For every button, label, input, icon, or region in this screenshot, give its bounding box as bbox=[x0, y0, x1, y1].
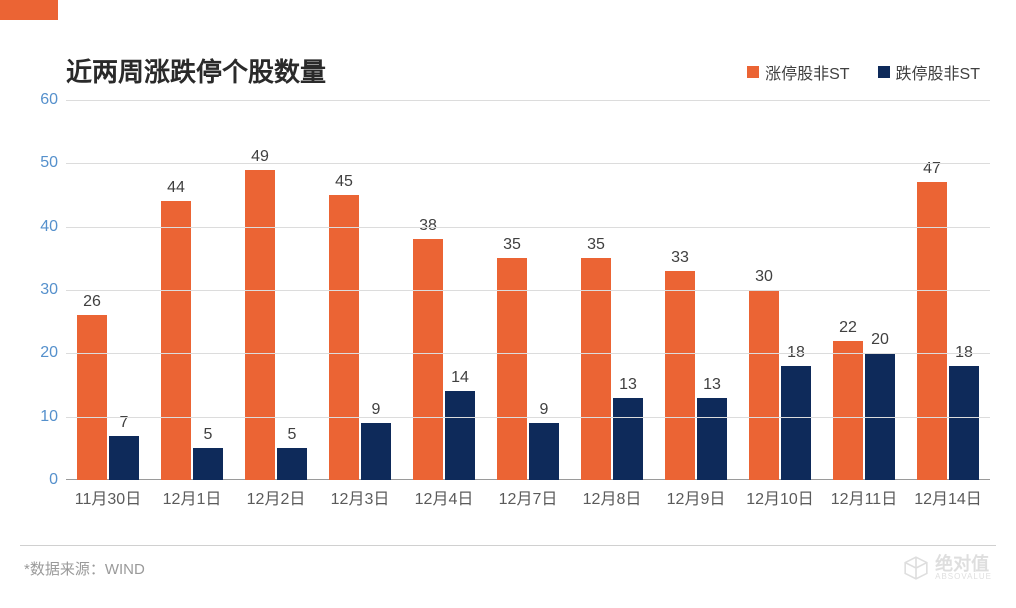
watermark-sub: ABSOVALUE bbox=[935, 573, 992, 581]
bar: 26 bbox=[77, 315, 107, 480]
bar: 35 bbox=[581, 258, 611, 480]
x-tick-label: 12月9日 bbox=[654, 485, 738, 509]
legend-swatch-down bbox=[878, 66, 890, 78]
x-tick-label: 12月2日 bbox=[234, 485, 318, 509]
bar-value-label: 20 bbox=[871, 331, 889, 349]
bar: 9 bbox=[361, 423, 391, 480]
bar: 44 bbox=[161, 201, 191, 480]
gridline bbox=[66, 290, 990, 291]
y-tick-label: 50 bbox=[26, 154, 58, 172]
gridline bbox=[66, 417, 990, 418]
legend-label-down: 跌停股非ST bbox=[896, 60, 980, 84]
bar: 7 bbox=[109, 436, 139, 480]
x-tick-label: 12月10日 bbox=[738, 485, 822, 509]
bar-value-label: 14 bbox=[451, 369, 469, 387]
watermark-text-wrap: 绝对值 ABSOVALUE bbox=[935, 555, 992, 581]
bar: 13 bbox=[613, 398, 643, 480]
data-source: *数据来源：WIND bbox=[24, 558, 145, 579]
bar: 33 bbox=[665, 271, 695, 480]
y-tick-label: 20 bbox=[26, 344, 58, 362]
x-tick-label: 12月8日 bbox=[570, 485, 654, 509]
x-tick-label: 12月11日 bbox=[822, 485, 906, 509]
gridline bbox=[66, 163, 990, 164]
legend-label-up: 涨停股非ST bbox=[765, 60, 849, 84]
legend: 涨停股非ST 跌停股非ST bbox=[747, 60, 980, 84]
bar: 49 bbox=[245, 170, 275, 480]
watermark-icon bbox=[903, 555, 929, 581]
bar-value-label: 5 bbox=[288, 426, 297, 444]
bar: 5 bbox=[193, 448, 223, 480]
bar-value-label: 26 bbox=[83, 293, 101, 311]
bar-value-label: 45 bbox=[335, 173, 353, 191]
watermark: 绝对值 ABSOVALUE bbox=[903, 555, 992, 581]
legend-item-up: 涨停股非ST bbox=[747, 60, 849, 84]
x-tick-label: 12月3日 bbox=[318, 485, 402, 509]
bar: 45 bbox=[329, 195, 359, 480]
footer-divider bbox=[20, 545, 996, 546]
bar: 9 bbox=[529, 423, 559, 480]
x-tick-label: 12月1日 bbox=[150, 485, 234, 509]
bar: 22 bbox=[833, 341, 863, 480]
gridline bbox=[66, 100, 990, 101]
chart-container: 近两周涨跌停个股数量 涨停股非ST 跌停股非ST 267445495459381… bbox=[20, 40, 1000, 540]
x-axis-labels: 11月30日12月1日12月2日12月3日12月4日12月7日12月8日12月9… bbox=[66, 485, 990, 509]
watermark-main: 绝对值 bbox=[935, 555, 992, 573]
bar: 18 bbox=[781, 366, 811, 480]
y-tick-label: 10 bbox=[26, 408, 58, 426]
gridline bbox=[66, 227, 990, 228]
x-tick-label: 11月30日 bbox=[66, 485, 150, 509]
legend-swatch-up bbox=[747, 66, 759, 78]
y-tick-label: 40 bbox=[26, 218, 58, 236]
bar-value-label: 13 bbox=[619, 376, 637, 394]
bar: 14 bbox=[445, 391, 475, 480]
bar: 30 bbox=[749, 290, 779, 480]
bar-value-label: 5 bbox=[204, 426, 213, 444]
bar: 13 bbox=[697, 398, 727, 480]
bar: 18 bbox=[949, 366, 979, 480]
y-tick-label: 30 bbox=[26, 281, 58, 299]
x-tick-label: 12月7日 bbox=[486, 485, 570, 509]
x-tick-label: 12月4日 bbox=[402, 485, 486, 509]
chart-title: 近两周涨跌停个股数量 bbox=[66, 52, 326, 89]
y-tick-label: 0 bbox=[26, 471, 58, 489]
accent-bar bbox=[0, 0, 58, 20]
bar: 5 bbox=[277, 448, 307, 480]
bar-value-label: 13 bbox=[703, 376, 721, 394]
bar-value-label: 35 bbox=[587, 236, 605, 254]
bar: 35 bbox=[497, 258, 527, 480]
x-tick-label: 12月14日 bbox=[906, 485, 990, 509]
gridline bbox=[66, 353, 990, 354]
bar-value-label: 44 bbox=[167, 179, 185, 197]
bar-value-label: 33 bbox=[671, 249, 689, 267]
plot-area: 267445495459381435935133313301822204718 … bbox=[66, 100, 990, 480]
bar-value-label: 22 bbox=[839, 319, 857, 337]
bar-value-label: 35 bbox=[503, 236, 521, 254]
bar-value-label: 30 bbox=[755, 268, 773, 286]
legend-item-down: 跌停股非ST bbox=[878, 60, 980, 84]
y-tick-label: 60 bbox=[26, 91, 58, 109]
bar: 38 bbox=[413, 239, 443, 480]
